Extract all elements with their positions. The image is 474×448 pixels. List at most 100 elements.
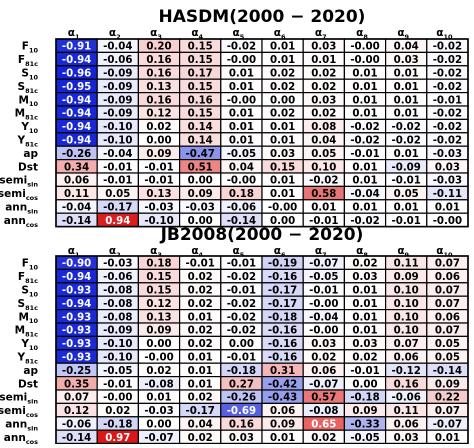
row-label: F10 (22, 258, 39, 272)
cell-value-label: -0.09 (103, 326, 132, 337)
column-header-base: α (315, 245, 322, 257)
cell-value-label: -0.00 (227, 95, 256, 106)
cell-value-label: -0.17 (268, 299, 297, 310)
column-header: α5 (233, 245, 245, 259)
row-label: S81c (18, 81, 39, 95)
cell-value-label: -0.90 (62, 259, 91, 270)
cell-value-label: 0.00 (352, 379, 377, 390)
cell-value-label: 0.01 (270, 433, 295, 444)
row-label-base: ann (5, 419, 27, 431)
cell-value-label: 0.01 (352, 312, 377, 323)
cell-value-label: -0.01 (227, 353, 256, 364)
cell-value-label: -0.01 (309, 286, 338, 297)
cell-value-label: -0.17 (268, 286, 297, 297)
cell-value-label: -0.91 (62, 42, 91, 53)
cell-value-label: 0.01 (435, 433, 460, 444)
column-header-base: α (150, 245, 157, 257)
cell-value-label: -0.04 (350, 189, 379, 200)
cell-value-label: 0.10 (394, 286, 419, 297)
cell-value-label: 0.02 (188, 272, 213, 283)
column-header: α8 (356, 27, 368, 41)
cell-value-label: -0.95 (62, 82, 91, 93)
column-header-subscript: 1 (75, 33, 80, 41)
cell-value-label: 0.18 (146, 259, 171, 270)
cell-value-label: -0.03 (103, 259, 132, 270)
cell-value-label: 0.02 (188, 393, 213, 404)
cell-value-label: -0.94 (62, 55, 91, 66)
row-label: M10 (19, 94, 39, 108)
cell-value-label: 0.01 (394, 203, 419, 214)
cell-value-label: -0.94 (62, 95, 91, 106)
column-header-subscript: 7 (322, 251, 327, 259)
row-label-base: ann (4, 215, 26, 227)
cell-value-label: 0.31 (270, 366, 295, 377)
column-header-subscript: 3 (157, 33, 162, 41)
cell-value-label: 0.58 (311, 189, 336, 200)
cell-value-label: -0.14 (227, 216, 256, 227)
cell-value-label: 0.02 (311, 353, 336, 364)
cell-value-label: 0.02 (270, 82, 295, 93)
column-header-base: α (191, 245, 198, 257)
row-label-base: Y (16, 352, 25, 364)
cell-value-label: 0.00 (146, 136, 171, 147)
cell-value-label: -0.00 (103, 393, 132, 404)
cell-value-label: 0.02 (311, 109, 336, 120)
column-header: α4 (191, 245, 203, 259)
column-header: α2 (109, 27, 121, 41)
row-label-base: F (18, 54, 25, 66)
row-label-subscript: sin (27, 398, 38, 406)
cell-value-label: -0.02 (392, 136, 421, 147)
cell-value-label: -0.04 (62, 203, 91, 214)
row-label-base: M (15, 325, 25, 337)
row-label-subscript: 81c (25, 277, 38, 285)
chart-title: HASDM(2000 − 2020) (159, 7, 366, 27)
heatmap-panel-1: HASDM(2000 − 2020)α1 α2 α3 α4 α5 α6 α7 α8 α9 α10-… (0, 7, 469, 229)
cell-value-label: -0.17 (186, 406, 215, 417)
column-header-base: α (274, 27, 281, 39)
cell-value-label: -0.01 (144, 162, 173, 173)
cell-value-label: 0.15 (146, 272, 171, 283)
row-label-base: semi (0, 405, 26, 417)
cell-value-label: -0.18 (350, 393, 379, 404)
cell-value-label: -0.01 (433, 95, 462, 106)
row-label: F10 (22, 41, 39, 55)
cell-value-label: 0.12 (64, 406, 89, 417)
cell-value-label: -0.02 (227, 312, 256, 323)
cell-value-label: 0.00 (188, 216, 213, 227)
cell-value-label: -0.07 (144, 433, 173, 444)
column-header-base: α (397, 245, 404, 257)
column-header-subscript: 2 (116, 251, 121, 259)
cell-value-label: -0.09 (103, 109, 132, 120)
cell-value-label: 0.12 (146, 299, 171, 310)
row-label: semisin (0, 175, 38, 189)
cell-value-label: -0.93 (62, 312, 91, 323)
cell-value-label: 0.13 (146, 82, 171, 93)
row-label-base: Y (20, 338, 29, 350)
row-label: anncos (4, 215, 38, 229)
cell-value-label: 0.01 (394, 149, 419, 160)
column-header-subscript: 5 (240, 33, 245, 41)
cell-value-label: -0.16 (268, 272, 297, 283)
cell-value-label: 0.07 (435, 286, 460, 297)
column-header-subscript: 8 (363, 251, 368, 259)
column-header-subscript: 6 (281, 33, 286, 41)
row-label-base: M (15, 108, 25, 120)
column-header-base: α (356, 245, 363, 257)
column-header-subscript: 1 (75, 251, 80, 259)
cell-value-label: 0.35 (64, 379, 89, 390)
cell-value-label: -0.06 (227, 203, 256, 214)
cell-value-label: -0.47 (186, 149, 215, 160)
column-header-base: α (436, 245, 443, 257)
column-header-base: α (436, 27, 443, 39)
column-header: α3 (150, 245, 162, 259)
cell-value-label: -0.00 (433, 216, 462, 227)
cell-value-label: -0.02 (350, 136, 379, 147)
cell-value-label: 0.16 (394, 379, 419, 390)
cell-value-label: 0.17 (188, 69, 213, 80)
row-label: Y81c (16, 135, 38, 149)
cell-value-label: -0.01 (227, 259, 256, 270)
cell-value-label: 0.03 (352, 339, 377, 350)
cell-value-label: 0.11 (64, 189, 89, 200)
column-header-subscript: 10 (443, 251, 453, 259)
